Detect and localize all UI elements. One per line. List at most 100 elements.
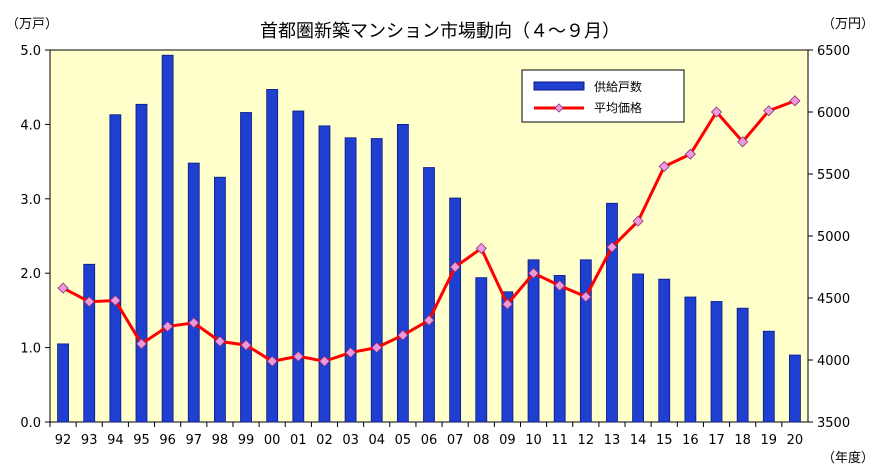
line-point: [501, 298, 513, 310]
line-point: [57, 282, 69, 294]
bar: [527, 259, 540, 423]
x-tick-label: 97: [185, 433, 202, 448]
right-tick-label: 6500: [817, 44, 850, 59]
line-point: [423, 314, 435, 326]
line-point: [214, 335, 226, 347]
x-tick-label: 95: [133, 433, 150, 448]
bar: [736, 307, 749, 423]
left-tick-label: 3.0: [20, 193, 41, 208]
line-point: [188, 317, 200, 329]
line-point: [554, 280, 566, 292]
legend-bar-label: 供給戸数: [594, 79, 642, 94]
line-point: [658, 160, 670, 173]
left-tick-label: 1.0: [20, 342, 41, 357]
x-tick-label: 00: [264, 433, 281, 448]
x-tick-label: 19: [761, 433, 778, 448]
bar: [762, 330, 775, 423]
bar: [344, 137, 357, 423]
right-tick-label: 3500: [817, 416, 850, 431]
right-tick-label: 4500: [817, 292, 850, 307]
line-point: [292, 350, 304, 362]
x-tick-label: 07: [447, 433, 464, 448]
x-tick-label: 09: [499, 433, 516, 448]
line-point: [606, 241, 618, 253]
line-point: [710, 106, 723, 118]
legend-bar-swatch: [533, 81, 585, 91]
right-tick-label: 5500: [817, 168, 850, 183]
x-tick-label: 16: [682, 433, 699, 448]
bar: [240, 112, 252, 423]
left-tick-label: 5.0: [20, 44, 41, 59]
bar: [109, 114, 122, 423]
bar: [789, 354, 801, 423]
bar: [292, 110, 305, 423]
line-point: [109, 294, 121, 307]
bar: [370, 138, 383, 423]
bar: [449, 197, 462, 423]
x-tick-label: 94: [107, 433, 124, 448]
bar: [710, 301, 723, 423]
x-tick-label: 13: [604, 433, 621, 448]
x-tick-label: 11: [551, 433, 568, 448]
line-point: [318, 355, 331, 367]
line-point: [789, 95, 801, 107]
x-axis-unit: （年度）: [822, 450, 874, 466]
bar: [135, 103, 148, 423]
bar: [606, 202, 618, 423]
left-tick-label: 4.0: [20, 118, 41, 133]
line-point: [266, 355, 278, 367]
x-tick-label: 05: [395, 433, 412, 448]
right-axis-unit: （万円）: [822, 17, 874, 32]
bar: [553, 275, 566, 423]
bar: [161, 54, 174, 423]
x-tick-label: 08: [473, 433, 490, 448]
line-point: [162, 320, 174, 333]
chart-title: 首都圏新築マンション市場動向（４～９月）: [260, 21, 620, 42]
bar: [658, 278, 671, 423]
line-point: [397, 329, 409, 341]
bar: [475, 277, 488, 423]
line-point: [475, 242, 487, 254]
x-tick-label: 15: [656, 433, 673, 448]
bar: [684, 296, 697, 423]
bar: [318, 125, 331, 423]
bar: [57, 343, 69, 423]
x-tick-label: 18: [734, 433, 751, 448]
legend-line-marker: [554, 103, 564, 113]
x-tick-label: 20: [787, 433, 804, 448]
line-point: [371, 342, 383, 354]
x-tick-label: 01: [290, 433, 307, 448]
line-point: [737, 136, 749, 148]
bar: [501, 291, 514, 423]
line-series: [57, 95, 801, 367]
bar: [213, 176, 226, 423]
bar: [396, 124, 409, 423]
left-tick-label: 2.0: [20, 267, 41, 282]
line-point: [449, 261, 461, 273]
x-tick-label: 12: [578, 433, 595, 448]
x-tick-label: 03: [342, 433, 359, 448]
line-point: [527, 267, 540, 279]
bar: [83, 263, 96, 423]
bar: [266, 89, 279, 423]
legend-line-label: 平均価格: [594, 100, 642, 115]
bar: [579, 259, 592, 423]
right-tick-label: 6000: [817, 106, 850, 121]
bar: [187, 162, 200, 423]
x-tick-label: 99: [238, 433, 255, 448]
x-tick-label: 98: [212, 433, 229, 448]
bar-series: [57, 54, 801, 423]
legend-box: [521, 69, 685, 123]
x-tick-label: 17: [708, 433, 725, 448]
x-tick-label: 96: [159, 433, 176, 448]
line-point: [240, 339, 252, 351]
line-point: [135, 338, 148, 350]
line-point: [632, 215, 644, 227]
bar: [632, 273, 645, 423]
x-tick-label: 06: [421, 433, 438, 448]
line-point: [763, 105, 775, 117]
x-tick-label: 02: [316, 433, 333, 448]
line-point: [580, 291, 592, 303]
right-tick-label: 5000: [817, 230, 850, 245]
